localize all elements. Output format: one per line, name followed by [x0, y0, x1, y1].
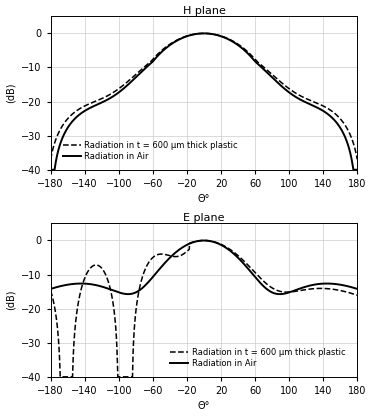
Radiation in Air [285, 89, 290, 94]
Legend: Radiation in t = 600 μm thick plastic, Radiation in Air: Radiation in t = 600 μm thick plastic, R… [169, 346, 347, 369]
Radiation in t = 600 μm thick plastic [202, 31, 206, 36]
Radiation in t = 600 μm thick plastic [260, 278, 265, 283]
Line: Radiation in t = 600 μm thick plastic: Radiation in t = 600 μm thick plastic [51, 33, 357, 159]
Radiation in Air [85, 107, 90, 112]
Radiation in Air [85, 281, 90, 286]
Radiation in t = 600 μm thick plastic [144, 63, 148, 68]
Radiation in t = 600 μm thick plastic [260, 64, 265, 69]
Radiation in Air [202, 31, 206, 36]
Radiation in Air [68, 122, 72, 127]
Line: Radiation in Air: Radiation in Air [51, 33, 357, 170]
Radiation in t = 600 μm thick plastic [48, 288, 53, 293]
Y-axis label: (dB): (dB) [6, 83, 16, 103]
Radiation in t = 600 μm thick plastic [144, 265, 148, 270]
Radiation in Air [260, 66, 265, 71]
Radiation in Air [355, 286, 359, 291]
X-axis label: Θ°: Θ° [198, 402, 210, 412]
Radiation in t = 600 μm thick plastic [285, 290, 290, 295]
Radiation in t = 600 μm thick plastic [202, 238, 206, 243]
Radiation in Air [285, 290, 290, 295]
Radiation in Air [126, 291, 130, 296]
Radiation in t = 600 μm thick plastic [58, 374, 62, 379]
Radiation in t = 600 μm thick plastic [68, 114, 72, 119]
Radiation in Air [85, 107, 89, 112]
Y-axis label: (dB): (dB) [6, 290, 16, 310]
Radiation in t = 600 μm thick plastic [355, 293, 359, 298]
Line: Radiation in Air: Radiation in Air [51, 241, 357, 294]
Title: E plane: E plane [183, 213, 225, 223]
Radiation in t = 600 μm thick plastic [285, 85, 290, 90]
Line: Radiation in t = 600 μm thick plastic: Radiation in t = 600 μm thick plastic [51, 241, 357, 377]
Radiation in Air [144, 282, 148, 287]
Radiation in Air [68, 282, 72, 287]
Radiation in Air [85, 281, 89, 286]
Radiation in t = 600 μm thick plastic [355, 157, 359, 162]
X-axis label: Θ°: Θ° [198, 194, 210, 204]
Legend: Radiation in t = 600 μm thick plastic, Radiation in Air: Radiation in t = 600 μm thick plastic, R… [61, 139, 240, 163]
Radiation in Air [48, 167, 53, 172]
Radiation in Air [202, 238, 206, 243]
Radiation in t = 600 μm thick plastic [85, 102, 90, 107]
Radiation in Air [144, 65, 148, 70]
Radiation in t = 600 μm thick plastic [85, 270, 89, 275]
Radiation in Air [260, 283, 265, 288]
Radiation in t = 600 μm thick plastic [68, 374, 72, 379]
Radiation in t = 600 μm thick plastic [85, 269, 90, 274]
Radiation in Air [48, 286, 53, 291]
Radiation in t = 600 μm thick plastic [48, 157, 53, 162]
Radiation in t = 600 μm thick plastic [85, 102, 89, 107]
Radiation in Air [355, 167, 359, 172]
Title: H plane: H plane [183, 5, 225, 15]
